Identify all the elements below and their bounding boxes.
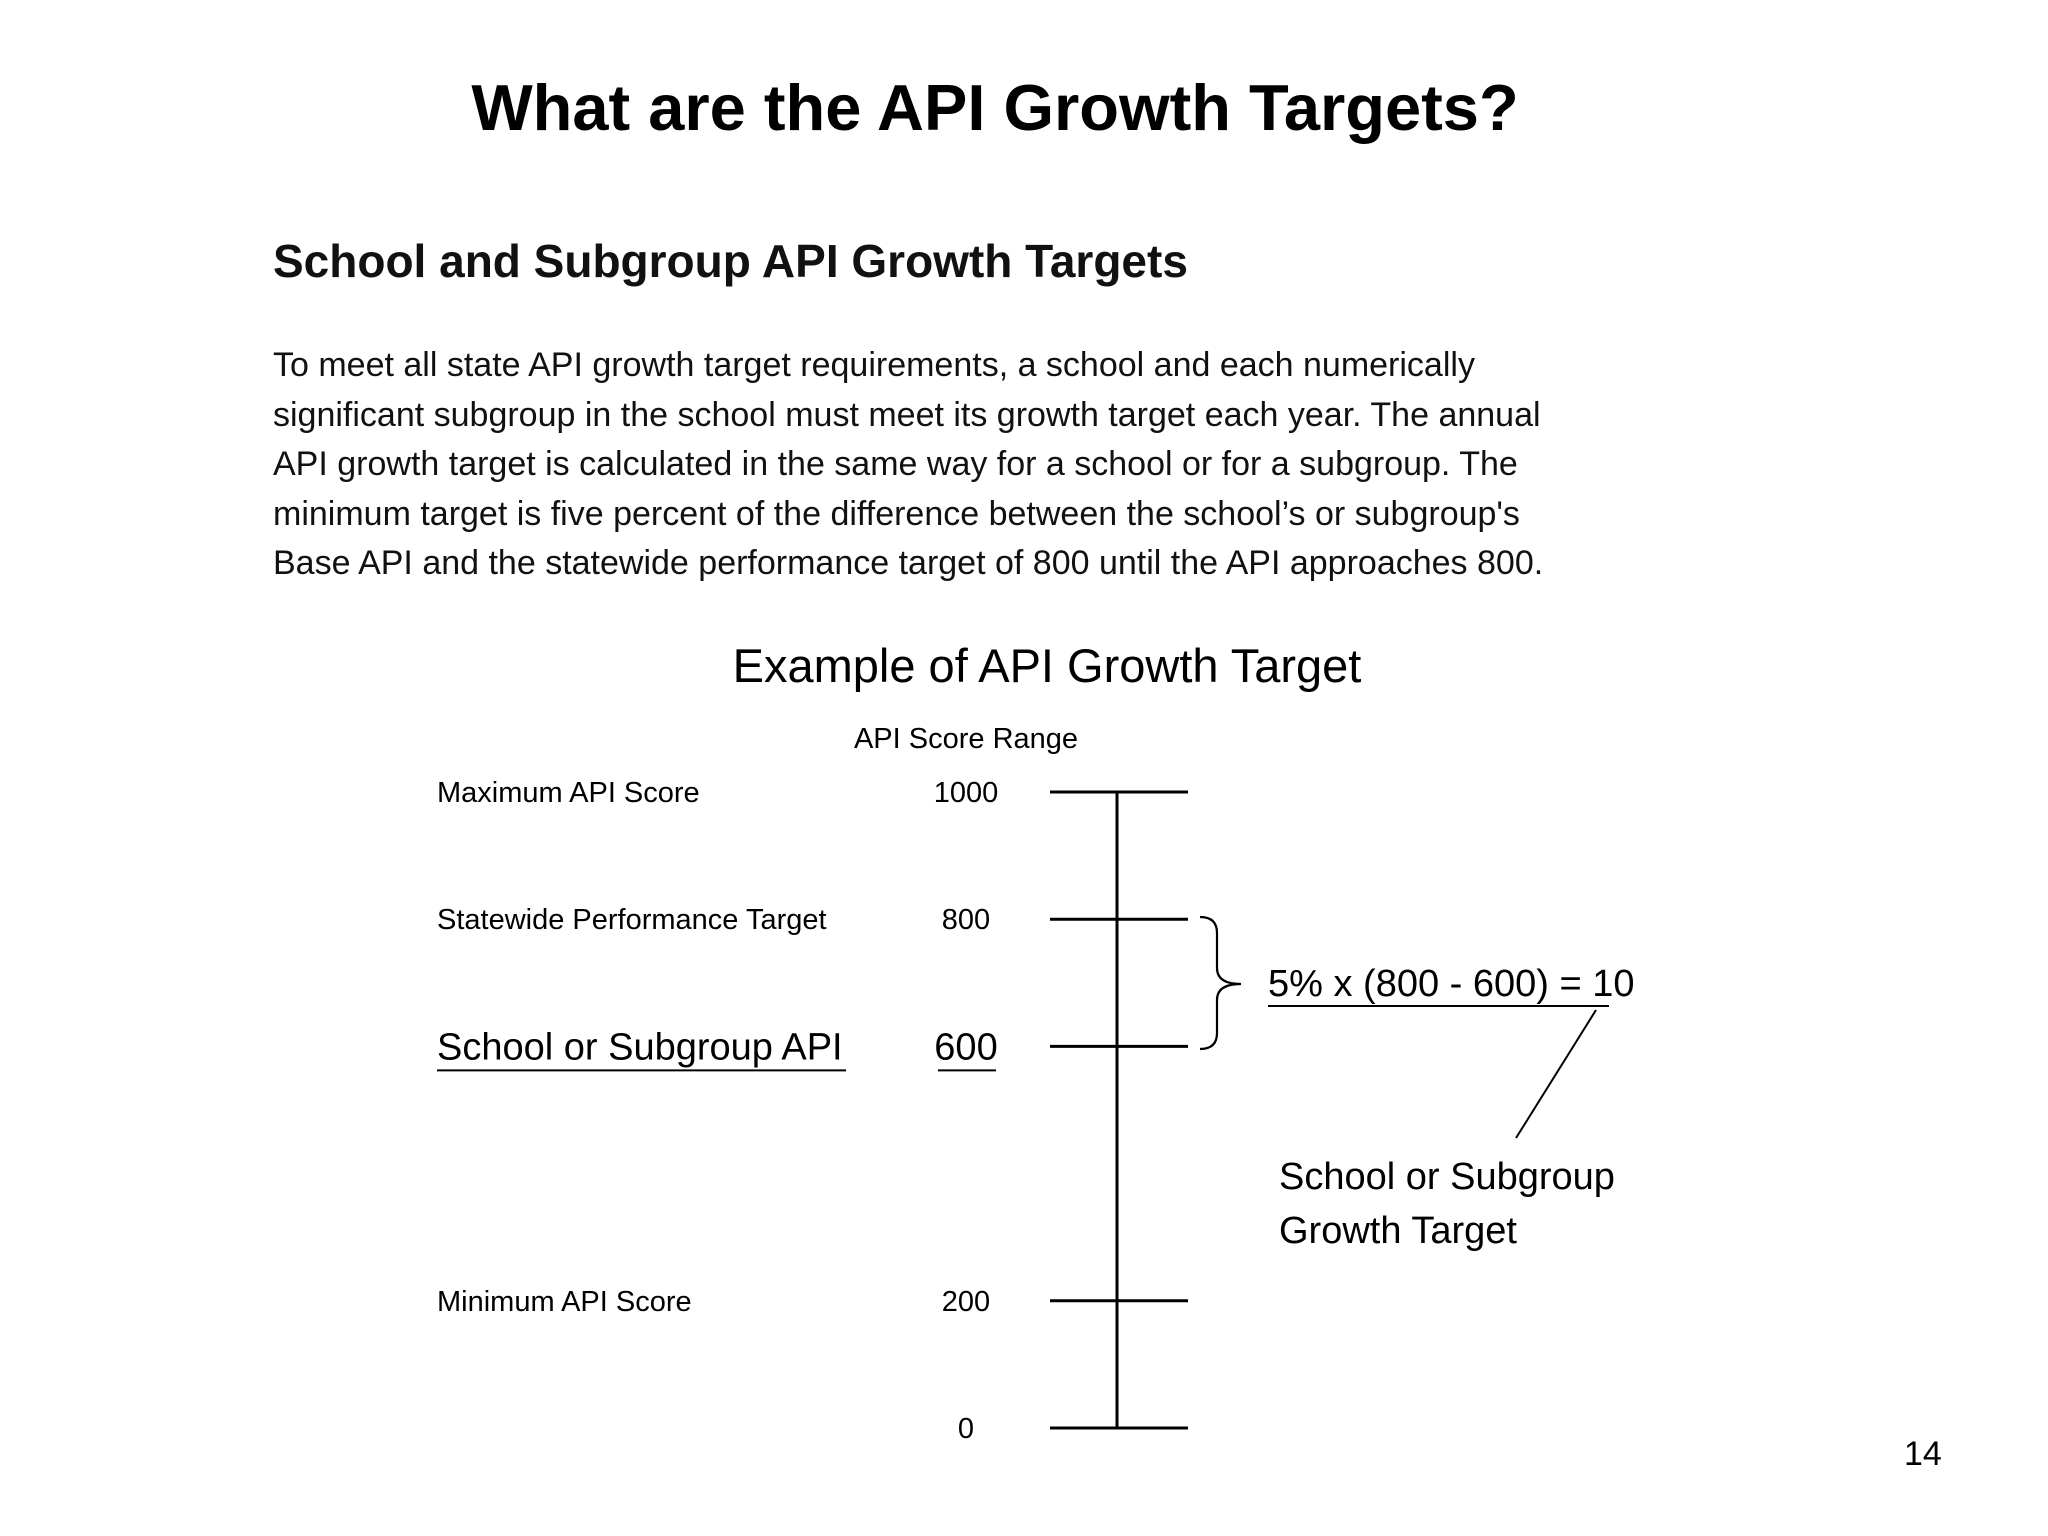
body-line-1: To meet all state API growth target requ… xyxy=(273,346,1475,384)
section-body: To meet all state API growth target requ… xyxy=(273,341,1773,589)
diagram-title: Example of API Growth Target xyxy=(733,639,1362,692)
score-value-600: 600 xyxy=(934,1026,997,1068)
body-line-3: API growth target is calculated in the s… xyxy=(273,445,1518,483)
growth-formula: 5% x (800 - 600) = 10 xyxy=(1268,963,1635,1005)
level-label-school-or-subgroup-api: School or Subgroup API xyxy=(437,1026,843,1068)
level-label-statewide-performance-target: Statewide Performance Target xyxy=(437,904,827,936)
score-value-800: 800 xyxy=(942,904,990,936)
body-line-5: Base API and the statewide performance t… xyxy=(273,544,1544,582)
score-value-200: 200 xyxy=(942,1286,990,1318)
score-range-header: API Score Range xyxy=(854,723,1078,755)
level-label-maximum-api-score: Maximum API Score xyxy=(437,777,700,809)
callout-line-2: Growth Target xyxy=(1279,1210,1517,1252)
level-label-minimum-api-score: Minimum API Score xyxy=(437,1286,692,1318)
difference-brace xyxy=(1199,915,1242,1051)
slide-number: 14 xyxy=(1904,1435,1942,1473)
slide-title: What are the API Growth Targets? xyxy=(471,71,1519,144)
scale-levels: 1000 Maximum API Score 800 Statewide Perfor… xyxy=(437,777,1188,1445)
callout-line-1: School or Subgroup xyxy=(1279,1156,1615,1198)
callout-leader-line xyxy=(1515,1009,1597,1139)
score-value-1000: 1000 xyxy=(934,777,999,809)
body-line-4: minimum target is five percent of the di… xyxy=(273,494,1520,533)
section-heading: School and Subgroup API Growth Targets xyxy=(273,235,1188,287)
score-value-0: 0 xyxy=(958,1413,974,1445)
body-line-2: significant subgroup in the school must … xyxy=(273,395,1541,434)
